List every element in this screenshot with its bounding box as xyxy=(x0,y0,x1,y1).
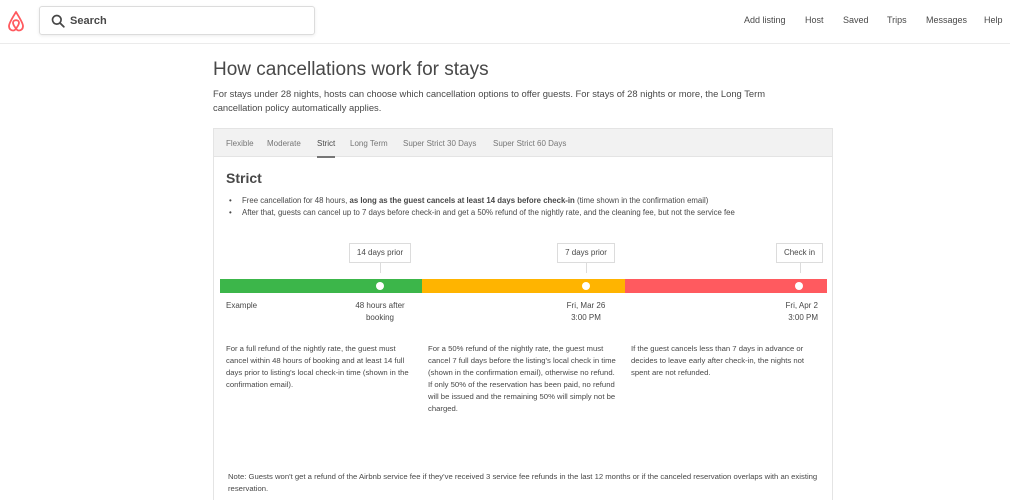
callout-14-days-prior: 14 days prior xyxy=(349,243,411,273)
point-line: Fri, Mar 26 xyxy=(566,301,606,310)
no-refund-description: If the guest cancels less than 7 days in… xyxy=(631,344,805,377)
nav-trips[interactable]: Trips xyxy=(887,15,907,25)
timeline-point-label: Fri, Apr 2 3:00 PM xyxy=(738,300,818,324)
nav-add-listing[interactable]: Add listing xyxy=(744,15,786,25)
tab-long-term[interactable]: Long Term xyxy=(350,139,388,148)
timeline-no-refund-segment xyxy=(625,279,827,293)
full-refund-description: For a full refund of the nightly rate, t… xyxy=(226,344,409,389)
rule-item: • Free cancellation for 48 hours, as lon… xyxy=(228,195,818,207)
rule-text: After that, guests can cancel up to 7 da… xyxy=(242,208,735,217)
rule-text: Free cancellation for 48 hours, xyxy=(242,196,350,205)
timeline-point-label: Fri, Mar 26 3:00 PM xyxy=(546,300,626,324)
point-line: 3:00 PM xyxy=(788,313,818,322)
timeline-full-refund-segment xyxy=(220,279,422,293)
intro-text: For stays under 28 nights, hosts can cho… xyxy=(213,88,766,113)
nav-host[interactable]: Host xyxy=(805,15,824,25)
rule-text: (time shown in the confirmation email) xyxy=(574,196,709,205)
nav-saved[interactable]: Saved xyxy=(843,15,869,25)
nav-messages[interactable]: Messages xyxy=(926,15,968,25)
policy-title: Strict xyxy=(226,170,262,186)
service-fee-note: Note: Guests won't get a refund of the A… xyxy=(228,472,818,493)
tab-strict[interactable]: Strict xyxy=(317,139,336,158)
tab-moderate[interactable]: Moderate xyxy=(267,139,301,148)
bullet: • xyxy=(229,208,232,217)
timeline-point-label: 48 hours after booking xyxy=(340,300,420,324)
bullet: • xyxy=(229,196,232,205)
policy-rules: • Free cancellation for 48 hours, as lon… xyxy=(228,195,818,219)
timeline-marker xyxy=(582,282,590,290)
tab-super-strict-60-days[interactable]: Super Strict 60 Days xyxy=(493,139,567,148)
tab-flexible[interactable]: Flexible xyxy=(226,139,254,148)
callout-7-days-prior: 7 days prior xyxy=(557,243,615,273)
search-box[interactable] xyxy=(39,6,315,35)
rule-item: • After that, guests can cancel up to 7 … xyxy=(228,207,818,219)
policy-tabs: Flexible Moderate Strict Long Term Super… xyxy=(214,129,832,158)
tab-super-strict-30-days[interactable]: Super Strict 30 Days xyxy=(403,139,477,148)
cancellation-policy-card: Flexible Moderate Strict Long Term Super… xyxy=(213,128,833,500)
point-line: 48 hours after xyxy=(355,301,405,310)
timeline-partial-refund-segment xyxy=(422,279,625,293)
point-line: booking xyxy=(365,313,395,322)
search-input[interactable] xyxy=(70,11,310,31)
partial-refund-description: For a 50% refund of the nightly rate, th… xyxy=(428,344,616,413)
rule-emphasis: as long as the guest cancels at least 14… xyxy=(349,196,575,205)
search-icon xyxy=(51,14,65,28)
page-title: How cancellations work for stays xyxy=(213,59,489,80)
point-line: Fri, Apr 2 xyxy=(785,301,818,310)
timeline-marker xyxy=(376,282,384,290)
callout-check-in: Check in xyxy=(776,243,823,273)
airbnb-logo-icon[interactable] xyxy=(6,10,26,32)
timeline-marker xyxy=(795,282,803,290)
nav-help[interactable]: Help xyxy=(984,15,1003,25)
point-line: 3:00 PM xyxy=(571,313,601,322)
top-navigation-bar: Add listing Host Saved Trips Messages He… xyxy=(0,0,1010,44)
example-label: Example xyxy=(226,301,258,310)
